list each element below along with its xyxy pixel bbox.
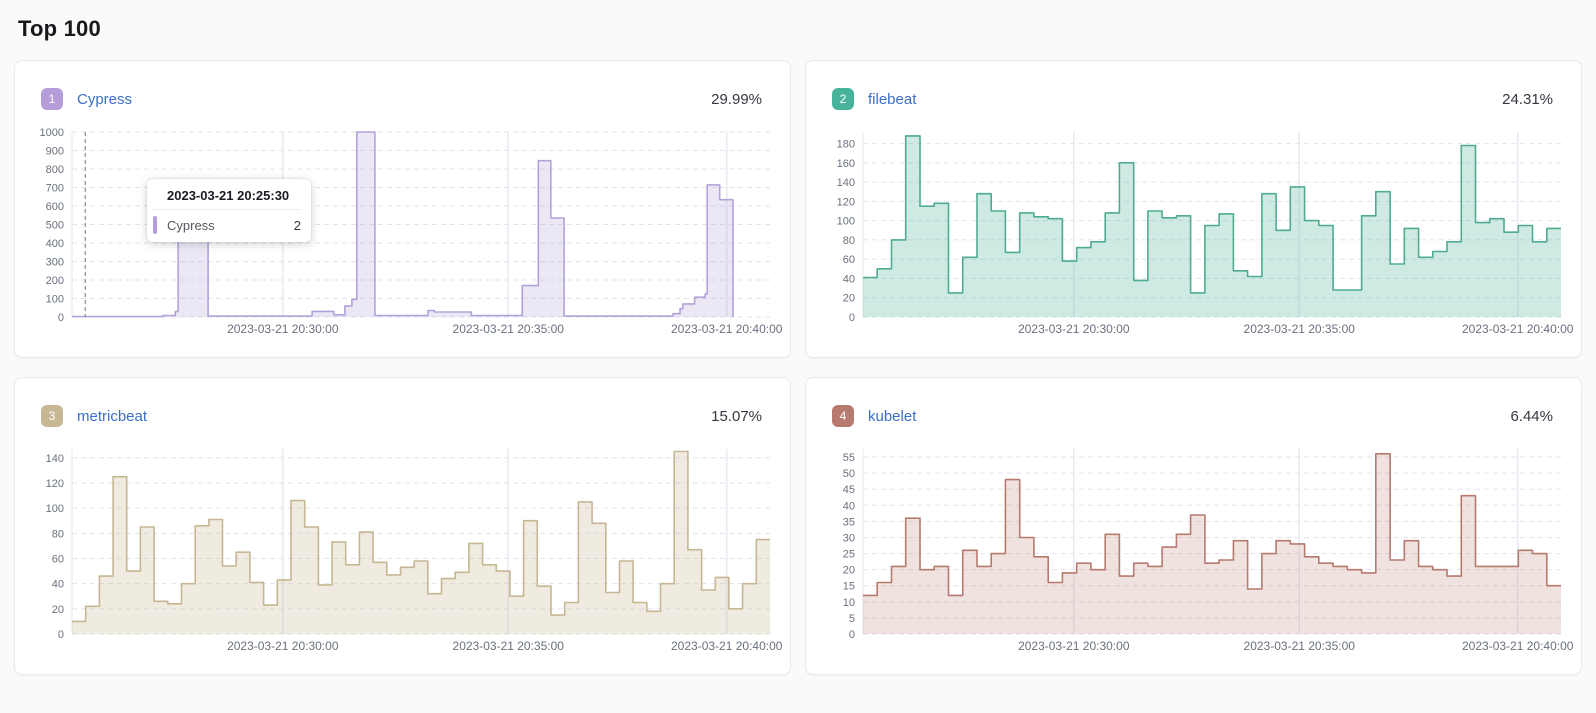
chart-filebeat[interactable]: 0 20 40 60 80 100 120 140 160 180 2023-03-21 20:30… <box>806 121 1581 341</box>
svg-text:2023-03-21 20:40:00: 2023-03-21 20:40:00 <box>671 322 783 336</box>
svg-text:10: 10 <box>843 597 855 609</box>
area-chart-svg: 0 20 40 60 80 100 120 140 160 180 2023-03-21 20:30… <box>837 132 1574 336</box>
svg-text:800: 800 <box>46 164 64 176</box>
svg-text:55: 55 <box>843 452 855 464</box>
chart-metricbeat[interactable]: 0 20 40 60 80 100 120 140 2023-03-21 20:30:00 202… <box>15 438 790 658</box>
svg-text:50: 50 <box>843 468 855 480</box>
chart-card-kubelet: 4 kubelet 6.44% 0 5 10 15 20 25 30 35 40 45 50 55 20… <box>805 377 1582 675</box>
series-link-metricbeat[interactable]: metricbeat <box>77 407 148 425</box>
svg-text:5: 5 <box>849 613 855 625</box>
chart-tooltip: 2023-03-21 20:25:30 Cypress 2 <box>147 179 311 242</box>
tooltip-series-value: 2 <box>293 217 301 233</box>
svg-text:100: 100 <box>46 503 64 515</box>
svg-text:0: 0 <box>849 312 855 324</box>
svg-text:40: 40 <box>843 500 855 512</box>
series-link-cypress[interactable]: Cypress <box>77 90 133 108</box>
svg-text:80: 80 <box>52 528 64 540</box>
percent-value: 6.44% <box>1510 407 1553 425</box>
area-chart-svg: 0 5 10 15 20 25 30 35 40 45 50 55 2023-03-21 20:30:0… <box>843 449 1574 653</box>
svg-text:600: 600 <box>46 201 64 213</box>
svg-text:2023-03-21 20:35:00: 2023-03-21 20:35:00 <box>453 639 565 653</box>
rank-badge: 2 <box>832 88 854 110</box>
chart-card-cypress: 1 Cypress 29.99% 0 100 200 300 400 500 600 700 8… <box>14 60 791 358</box>
chart-card-metricbeat: 3 metricbeat 15.07% 0 20 40 60 80 100 120 140 20… <box>14 377 791 675</box>
svg-text:2023-03-21 20:35:00: 2023-03-21 20:35:00 <box>453 322 565 336</box>
svg-text:60: 60 <box>843 254 855 266</box>
svg-text:140: 140 <box>837 177 855 189</box>
svg-text:2023-03-21 20:35:00: 2023-03-21 20:35:00 <box>1244 639 1356 653</box>
svg-text:0: 0 <box>58 312 64 324</box>
svg-text:0: 0 <box>58 629 64 641</box>
series-color-marker <box>153 216 157 234</box>
card-header: 1 Cypress 29.99% <box>15 87 790 111</box>
chart-kubelet[interactable]: 0 5 10 15 20 25 30 35 40 45 50 55 2023-03-21 20:30:0… <box>806 438 1581 658</box>
percent-value: 24.31% <box>1502 90 1553 108</box>
percent-value: 29.99% <box>711 90 762 108</box>
svg-text:25: 25 <box>843 549 855 561</box>
svg-text:2023-03-21 20:30:00: 2023-03-21 20:30:00 <box>227 322 339 336</box>
svg-text:15: 15 <box>843 581 855 593</box>
chart-cypress[interactable]: 0 100 200 300 400 500 600 700 800 900 1000 2023-03-… <box>15 121 790 341</box>
svg-text:180: 180 <box>837 139 855 151</box>
svg-text:100: 100 <box>46 294 64 306</box>
rank-badge: 1 <box>41 88 63 110</box>
tooltip-series-row: Cypress 2 <box>153 216 301 234</box>
svg-text:400: 400 <box>46 238 64 250</box>
svg-text:40: 40 <box>843 273 855 285</box>
page-title: Top 100 <box>18 16 101 41</box>
svg-text:200: 200 <box>46 275 64 287</box>
svg-text:100: 100 <box>837 216 855 228</box>
svg-text:2023-03-21 20:30:00: 2023-03-21 20:30:00 <box>1018 322 1130 336</box>
svg-text:500: 500 <box>46 220 64 232</box>
svg-text:80: 80 <box>843 235 855 247</box>
dashboard-page: Top 100 1 Cypress 29.99% 0 100 200 300 400 50… <box>14 16 1582 675</box>
card-header: 4 kubelet 6.44% <box>806 404 1581 428</box>
svg-text:0: 0 <box>849 629 855 641</box>
series-link-filebeat[interactable]: filebeat <box>868 90 917 108</box>
svg-text:30: 30 <box>843 532 855 544</box>
svg-text:120: 120 <box>46 478 64 490</box>
svg-text:160: 160 <box>837 158 855 170</box>
svg-text:2023-03-21 20:40:00: 2023-03-21 20:40:00 <box>671 639 783 653</box>
chart-card-filebeat: 2 filebeat 24.31% 0 20 40 60 80 100 120 140 160 1… <box>805 60 1582 358</box>
svg-text:35: 35 <box>843 516 855 528</box>
svg-text:2023-03-21 20:40:00: 2023-03-21 20:40:00 <box>1462 322 1574 336</box>
area-chart-svg: 0 20 40 60 80 100 120 140 2023-03-21 20:30:00 202… <box>46 449 783 653</box>
svg-text:40: 40 <box>52 579 64 591</box>
svg-text:2023-03-21 20:35:00: 2023-03-21 20:35:00 <box>1244 322 1356 336</box>
svg-text:120: 120 <box>837 196 855 208</box>
svg-text:2023-03-21 20:30:00: 2023-03-21 20:30:00 <box>227 639 339 653</box>
svg-text:140: 140 <box>46 453 64 465</box>
svg-text:45: 45 <box>843 484 855 496</box>
svg-text:300: 300 <box>46 257 64 269</box>
svg-text:20: 20 <box>52 604 64 616</box>
svg-text:1000: 1000 <box>40 127 64 139</box>
svg-text:2023-03-21 20:30:00: 2023-03-21 20:30:00 <box>1018 639 1130 653</box>
card-header: 3 metricbeat 15.07% <box>15 404 790 428</box>
svg-text:20: 20 <box>843 293 855 305</box>
tooltip-series-name: Cypress <box>167 217 215 233</box>
svg-text:700: 700 <box>46 183 64 195</box>
area-chart-svg: 0 100 200 300 400 500 600 700 800 900 1000 2023-03-… <box>40 127 783 336</box>
svg-text:900: 900 <box>46 146 64 158</box>
svg-text:60: 60 <box>52 553 64 565</box>
percent-value: 15.07% <box>711 407 762 425</box>
card-header: 2 filebeat 24.31% <box>806 87 1581 111</box>
rank-badge: 4 <box>832 405 854 427</box>
svg-text:20: 20 <box>843 565 855 577</box>
rank-badge: 3 <box>41 405 63 427</box>
tooltip-timestamp: 2023-03-21 20:25:30 <box>153 186 301 210</box>
svg-text:2023-03-21 20:40:00: 2023-03-21 20:40:00 <box>1462 639 1574 653</box>
chart-grid: 1 Cypress 29.99% 0 100 200 300 400 500 600 700 8… <box>14 60 1582 675</box>
series-link-kubelet[interactable]: kubelet <box>868 407 917 425</box>
